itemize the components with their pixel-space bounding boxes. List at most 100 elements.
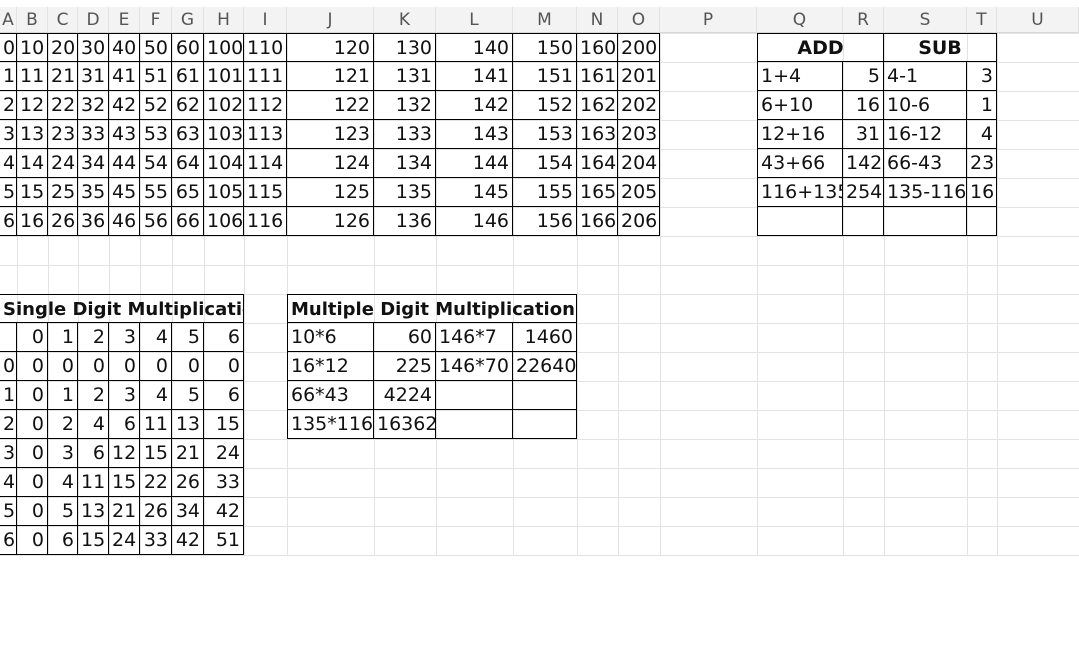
number-cell[interactable]: 30 <box>78 33 109 62</box>
number-cell[interactable]: 22 <box>48 91 78 120</box>
single-digit-cell[interactable]: 21 <box>109 497 140 526</box>
column-header-o[interactable]: O <box>618 7 660 33</box>
number-cell[interactable]: 160 <box>577 33 618 62</box>
column-header-e[interactable]: E <box>109 7 140 33</box>
number-cell[interactable]: 60 <box>172 33 204 62</box>
number-cell[interactable]: 42 <box>109 91 140 120</box>
number-cell[interactable]: 40 <box>109 33 140 62</box>
number-cell[interactable]: 64 <box>172 149 204 178</box>
multi-expression-cell[interactable]: 146*70 <box>436 352 513 381</box>
number-cell[interactable]: 142 <box>436 91 513 120</box>
add-expression-cell[interactable]: 1+4 <box>757 62 843 91</box>
single-digit-cell[interactable]: 13 <box>78 497 109 526</box>
number-cell[interactable]: 141 <box>436 62 513 91</box>
multi-result-cell[interactable]: 16362 <box>374 410 436 439</box>
single-digit-cell[interactable]: 6 <box>48 526 78 555</box>
sub-result-cell[interactable]: 23 <box>967 149 997 178</box>
multi-result-cell[interactable]: 22640 <box>513 352 577 381</box>
number-cell[interactable]: 134 <box>374 149 436 178</box>
number-cell[interactable]: 6 <box>0 207 17 236</box>
single-digit-cell[interactable]: 0 <box>17 468 48 497</box>
column-header-a[interactable]: A <box>0 7 17 33</box>
number-cell[interactable]: 140 <box>436 33 513 62</box>
column-header-u[interactable]: U <box>997 7 1079 33</box>
single-digit-cell[interactable]: 22 <box>140 468 172 497</box>
single-digit-cell[interactable]: 0 <box>204 352 244 381</box>
number-cell[interactable]: 111 <box>244 62 287 91</box>
number-cell[interactable]: 122 <box>287 91 374 120</box>
add-expression-cell[interactable]: 12+16 <box>757 120 843 149</box>
column-header-j[interactable]: J <box>287 7 374 33</box>
number-cell[interactable]: 135 <box>374 178 436 207</box>
single-digit-cell[interactable]: 1 <box>48 381 78 410</box>
single-digit-title[interactable]: Single Digit Multiplication <box>0 294 244 323</box>
sub-result-cell[interactable] <box>967 207 997 236</box>
number-cell[interactable]: 116 <box>244 207 287 236</box>
column-header-d[interactable]: D <box>78 7 109 33</box>
single-digit-cell[interactable]: 0 <box>17 497 48 526</box>
sub-header[interactable]: SUB <box>884 33 997 62</box>
number-cell[interactable]: 2 <box>0 91 17 120</box>
single-digit-cell[interactable]: 21 <box>172 439 204 468</box>
single-digit-cell[interactable]: 24 <box>204 439 244 468</box>
number-cell[interactable]: 130 <box>374 33 436 62</box>
multi-result-cell[interactable]: 1460 <box>513 323 577 352</box>
single-digit-cell[interactable]: 6 <box>0 526 17 555</box>
number-cell[interactable]: 151 <box>513 62 577 91</box>
single-digit-cell[interactable]: 3 <box>0 439 17 468</box>
single-digit-cell[interactable]: 0 <box>17 526 48 555</box>
number-cell[interactable]: 120 <box>287 33 374 62</box>
single-digit-cell[interactable]: 0 <box>140 352 172 381</box>
number-cell[interactable]: 33 <box>78 120 109 149</box>
column-header-c[interactable]: C <box>48 7 78 33</box>
column-header-l[interactable]: L <box>436 7 513 33</box>
number-cell[interactable]: 52 <box>140 91 172 120</box>
number-cell[interactable]: 101 <box>204 62 244 91</box>
single-digit-cell[interactable]: 0 <box>78 352 109 381</box>
number-cell[interactable]: 105 <box>204 178 244 207</box>
single-digit-cell[interactable]: 2 <box>48 410 78 439</box>
number-cell[interactable]: 114 <box>244 149 287 178</box>
number-cell[interactable]: 201 <box>618 62 660 91</box>
number-cell[interactable]: 50 <box>140 33 172 62</box>
single-digit-cell[interactable]: 6 <box>78 439 109 468</box>
add-result-cell[interactable]: 16 <box>843 91 884 120</box>
sub-result-cell[interactable]: 16 <box>967 178 997 207</box>
number-cell[interactable]: 123 <box>287 120 374 149</box>
number-cell[interactable]: 23 <box>48 120 78 149</box>
number-cell[interactable]: 34 <box>78 149 109 178</box>
number-cell[interactable]: 205 <box>618 178 660 207</box>
single-digit-cell[interactable]: 2 <box>78 381 109 410</box>
number-cell[interactable]: 31 <box>78 62 109 91</box>
number-cell[interactable]: 153 <box>513 120 577 149</box>
number-cell[interactable]: 102 <box>204 91 244 120</box>
sub-result-cell[interactable]: 1 <box>967 91 997 120</box>
number-cell[interactable]: 143 <box>436 120 513 149</box>
number-cell[interactable]: 25 <box>48 178 78 207</box>
number-cell[interactable]: 55 <box>140 178 172 207</box>
number-cell[interactable]: 32 <box>78 91 109 120</box>
number-cell[interactable]: 15 <box>17 178 48 207</box>
single-digit-cell[interactable]: 0 <box>17 381 48 410</box>
number-cell[interactable]: 144 <box>436 149 513 178</box>
single-digit-cell[interactable]: 34 <box>172 497 204 526</box>
column-header-r[interactable]: R <box>843 7 884 33</box>
multi-digit-title[interactable]: Multiple Digit Multiplication <box>287 294 577 323</box>
sub-expression-cell[interactable]: 4-1 <box>884 62 967 91</box>
multi-expression-cell[interactable]: 135*116 <box>287 410 374 439</box>
sub-expression-cell[interactable]: 16-12 <box>884 120 967 149</box>
sub-result-cell[interactable]: 4 <box>967 120 997 149</box>
number-cell[interactable]: 41 <box>109 62 140 91</box>
sub-expression-cell[interactable]: 66-43 <box>884 149 967 178</box>
sub-expression-cell[interactable]: 135-116 <box>884 178 967 207</box>
multi-expression-cell[interactable] <box>436 381 513 410</box>
sub-expression-cell[interactable] <box>884 207 967 236</box>
number-cell[interactable]: 45 <box>109 178 140 207</box>
single-digit-cell[interactable]: 26 <box>140 497 172 526</box>
number-cell[interactable]: 115 <box>244 178 287 207</box>
number-cell[interactable]: 204 <box>618 149 660 178</box>
single-digit-cell[interactable]: 11 <box>78 468 109 497</box>
single-digit-cell[interactable]: 5 <box>0 497 17 526</box>
number-cell[interactable]: 66 <box>172 207 204 236</box>
